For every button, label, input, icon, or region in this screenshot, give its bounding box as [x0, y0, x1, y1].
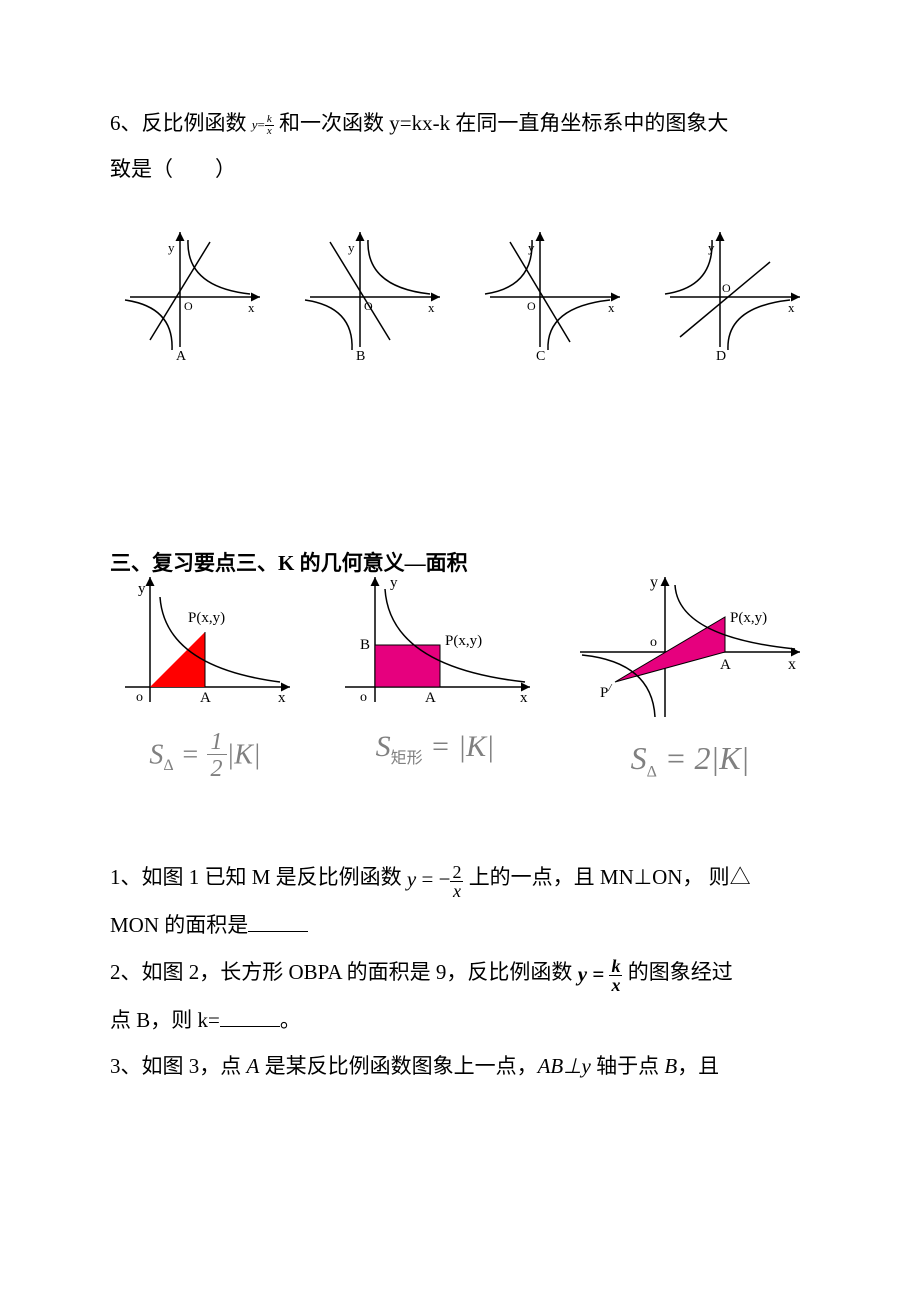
q2-formula: y = kx [578, 951, 623, 997]
svg-text:y: y [168, 240, 175, 255]
svg-text:A: A [200, 690, 211, 706]
svg-text:P(x,y): P(x,y) [730, 610, 767, 626]
svg-text:D: D [716, 349, 726, 362]
q6-line1: 6、反比例函数 y=kx 和一次函数 y=kx-k 在同一直角坐标系中的图象大 [110, 100, 810, 146]
q2-blank [220, 1026, 280, 1027]
svg-text:O: O [184, 299, 193, 313]
svg-text:y: y [348, 240, 355, 255]
svg-text:y: y [390, 575, 398, 591]
graph-d: y x O D [660, 222, 810, 367]
svg-text:x: x [248, 300, 255, 315]
svg-text:C: C [536, 349, 545, 362]
q1-formula: y = −2x [407, 856, 464, 902]
q6-graphs: y x O A y x O B y x O [120, 222, 810, 367]
svg-text:B: B [360, 637, 370, 653]
q6-text-b: 和一次函数 y=kx-k 在同一直角坐标系中的图象大 [279, 111, 728, 135]
q6-small-formula: y=kx [252, 111, 274, 140]
svg-text:P/: P/ [600, 682, 612, 701]
svg-text:x: x [278, 690, 286, 706]
svg-text:A: A [176, 349, 187, 362]
q1-blank [248, 931, 308, 932]
q1-line1: 1、如图 1 已知 M 是反比例函数 y = −2x 上的一点，且 MN⊥ON，… [110, 854, 810, 902]
svg-text:y: y [138, 581, 146, 597]
svg-text:O: O [527, 299, 536, 313]
svg-text:x: x [788, 300, 795, 315]
svg-text:x: x [428, 300, 435, 315]
area-diagrams: y x o P(x,y) A SΔ = 12|K| y x o B P(x,y)… [110, 567, 810, 784]
area-formula-3: SΔ = 2|K| [570, 740, 810, 781]
q6-text-a: 6、反比例函数 [110, 111, 247, 135]
q3-line1: 3、如图 3，点 A 是某反比例函数图象上一点，AB⊥y 轴于点 B，且 [110, 1043, 810, 1089]
svg-text:A: A [425, 690, 436, 706]
svg-text:y: y [650, 574, 658, 591]
svg-text:B: B [356, 349, 365, 362]
svg-text:x: x [608, 300, 615, 315]
q1-line2: MON 的面积是 [110, 902, 810, 948]
svg-text:x: x [788, 656, 796, 673]
graph-c: y x O C [480, 222, 630, 367]
svg-text:o: o [650, 635, 657, 650]
q2-line2: 点 B，则 k=。 [110, 997, 810, 1043]
svg-text:A: A [720, 657, 731, 673]
svg-text:P(x,y): P(x,y) [188, 610, 225, 626]
svg-text:O: O [722, 281, 731, 295]
svg-text:P(x,y): P(x,y) [445, 633, 482, 649]
area-formula-2: S矩形 = |K| [330, 730, 540, 768]
graph-a: y x O A [120, 222, 270, 367]
q6-line2: 致是（ ） [110, 146, 810, 192]
svg-text:o: o [360, 690, 367, 705]
q2-line1: 2、如图 2，长方形 OBPA 的面积是 9，反比例函数 y = kx 的图象经… [110, 949, 810, 997]
svg-text:o: o [136, 690, 143, 705]
area-formula-1: SΔ = 12|K| [110, 730, 300, 784]
graph-b: y x O B [300, 222, 450, 367]
area-diagram-1: y x o P(x,y) A SΔ = 12|K| [110, 567, 300, 784]
svg-text:x: x [520, 690, 528, 706]
area-diagram-3: y x o P(x,y) A P/ SΔ = 2|K| [570, 567, 810, 784]
area-diagram-2: y x o B P(x,y) A S矩形 = |K| [330, 567, 540, 784]
